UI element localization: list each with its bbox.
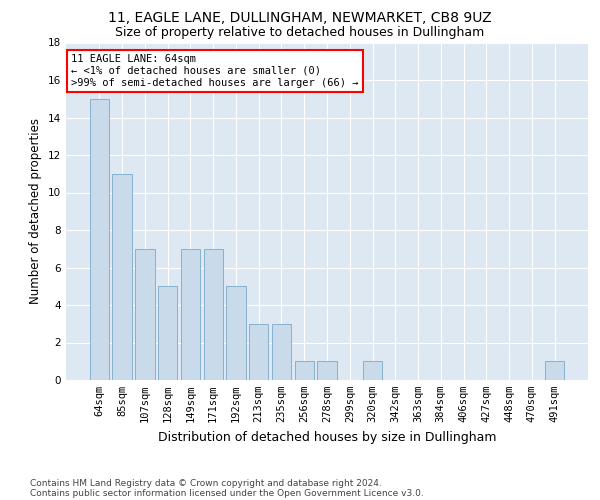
Bar bbox=[363, 361, 382, 380]
Text: Contains HM Land Registry data © Crown copyright and database right 2024.: Contains HM Land Registry data © Crown c… bbox=[30, 478, 382, 488]
Bar bbox=[226, 286, 245, 380]
Y-axis label: Number of detached properties: Number of detached properties bbox=[29, 118, 43, 304]
Text: 11, EAGLE LANE, DULLINGHAM, NEWMARKET, CB8 9UZ: 11, EAGLE LANE, DULLINGHAM, NEWMARKET, C… bbox=[108, 11, 492, 25]
Text: 11 EAGLE LANE: 64sqm
← <1% of detached houses are smaller (0)
>99% of semi-detac: 11 EAGLE LANE: 64sqm ← <1% of detached h… bbox=[71, 54, 359, 88]
Bar bbox=[181, 248, 200, 380]
Bar bbox=[90, 99, 109, 380]
X-axis label: Distribution of detached houses by size in Dullingham: Distribution of detached houses by size … bbox=[158, 430, 496, 444]
Bar bbox=[545, 361, 564, 380]
Bar bbox=[317, 361, 337, 380]
Bar bbox=[135, 248, 155, 380]
Text: Contains public sector information licensed under the Open Government Licence v3: Contains public sector information licen… bbox=[30, 488, 424, 498]
Bar bbox=[295, 361, 314, 380]
Text: Size of property relative to detached houses in Dullingham: Size of property relative to detached ho… bbox=[115, 26, 485, 39]
Bar bbox=[112, 174, 132, 380]
Bar bbox=[249, 324, 268, 380]
Bar bbox=[203, 248, 223, 380]
Bar bbox=[158, 286, 178, 380]
Bar bbox=[272, 324, 291, 380]
